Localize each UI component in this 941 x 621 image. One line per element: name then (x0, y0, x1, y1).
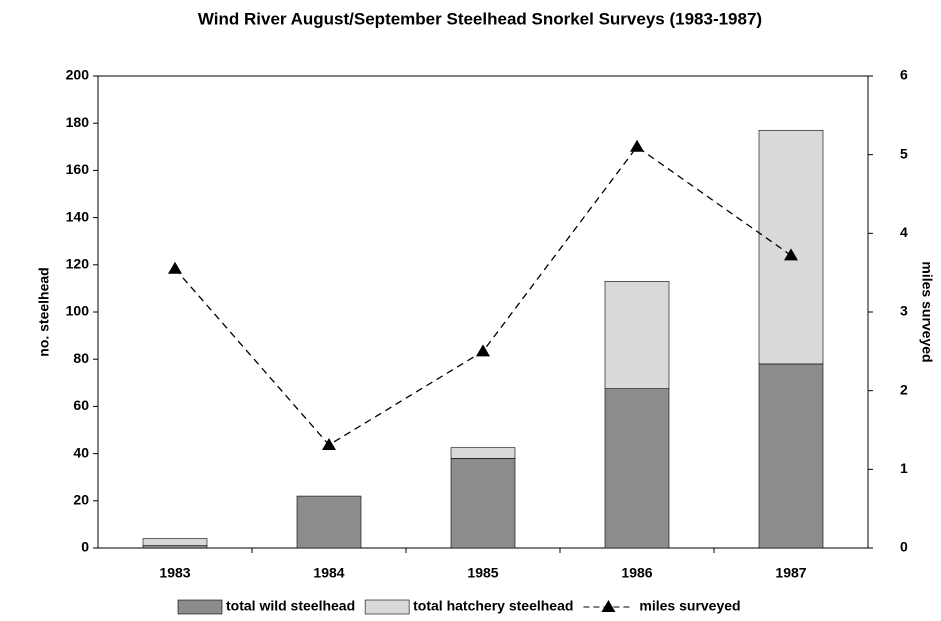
bar (604, 388, 670, 549)
y-tick-label: 180 (66, 114, 90, 130)
legend-swatch (177, 599, 223, 615)
y-tick-label: 40 (73, 444, 89, 460)
y-tick-label: 80 (73, 350, 89, 366)
bar (450, 447, 516, 459)
y2-axis-label: miles surveyed (919, 261, 935, 362)
legend-label: total wild steelhead (226, 598, 355, 614)
y2-tick-label: 3 (900, 303, 908, 319)
x-tick-label: 1985 (467, 565, 498, 581)
bar (450, 458, 516, 549)
bar (758, 129, 824, 365)
marker (630, 139, 644, 152)
y2-tick-label: 4 (900, 224, 908, 240)
legend-swatch (364, 599, 410, 615)
y2-tick-label: 6 (900, 67, 908, 83)
y-tick-label: 0 (81, 539, 89, 555)
marker (784, 248, 798, 261)
y-tick-label: 60 (73, 397, 89, 413)
bar (142, 545, 208, 549)
y2-tick-label: 1 (900, 460, 908, 476)
y-tick-label: 120 (66, 256, 90, 272)
y-tick-label: 100 (66, 303, 90, 319)
y2-tick-label: 0 (900, 539, 908, 555)
bar (142, 538, 208, 546)
y-tick-label: 20 (73, 492, 89, 508)
y-tick-label: 160 (66, 161, 90, 177)
bar (604, 281, 670, 390)
marker (476, 344, 490, 357)
x-tick-label: 1986 (621, 565, 652, 581)
bar (296, 495, 362, 549)
chart-title: Wind River August/September Steelhead Sn… (198, 9, 762, 28)
y-axis-label: no. steelhead (36, 267, 52, 356)
legend-label: miles surveyed (639, 598, 740, 614)
y-tick-label: 140 (66, 208, 90, 224)
y-tick-label: 200 (66, 67, 90, 83)
x-tick-label: 1984 (313, 565, 344, 581)
marker (168, 261, 182, 274)
x-tick-label: 1983 (159, 565, 190, 581)
marker (322, 437, 336, 450)
x-tick-label: 1987 (775, 565, 806, 581)
bar (758, 363, 824, 549)
legend-marker (601, 600, 616, 612)
y2-tick-label: 5 (900, 145, 908, 161)
line (174, 145, 792, 446)
legend-label: total hatchery steelhead (413, 598, 573, 614)
y2-tick-label: 2 (900, 381, 908, 397)
